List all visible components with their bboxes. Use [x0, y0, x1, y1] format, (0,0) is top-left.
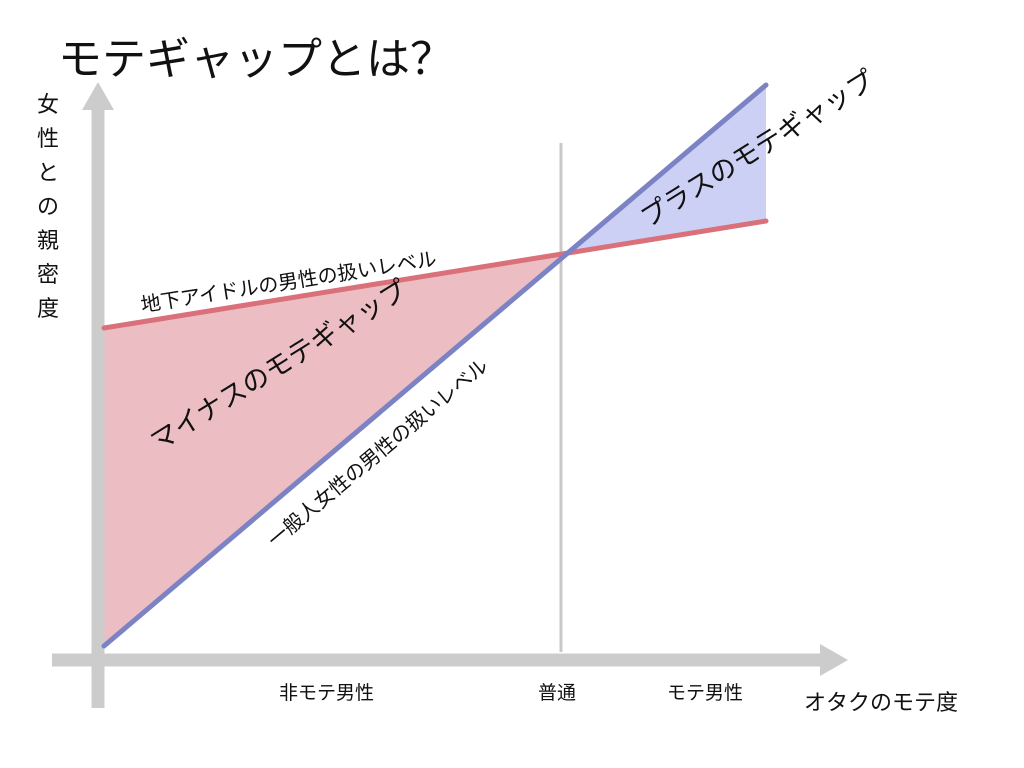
- y-axis-label-char: 性: [37, 127, 59, 152]
- x-tick-label-normal: 普通: [538, 682, 576, 704]
- y-axis-label-char: 親: [37, 229, 59, 254]
- y-axis-label-char: 度: [37, 297, 59, 322]
- x-axis: [52, 644, 848, 676]
- y-axis-label-char: 密: [37, 263, 59, 288]
- idol-treatment-line: [101, 218, 769, 331]
- diagram-title: モテギャップとは？: [58, 34, 454, 85]
- y-axis: [82, 82, 114, 708]
- general-treatment-line: [101, 82, 769, 649]
- y-axis-label-char: の: [37, 195, 59, 220]
- x-axis-label: オタクのモテ度: [804, 691, 958, 716]
- y-axis-arrow-icon: [82, 82, 114, 110]
- y-axis-label-char: と: [37, 161, 59, 186]
- x-axis-arrow-icon: [820, 644, 848, 676]
- x-tick-label-nonmote: 非モテ男性: [279, 682, 374, 704]
- x-tick-label-mote: モテ男性: [667, 682, 743, 704]
- y-axis-label-char: 女: [37, 93, 59, 118]
